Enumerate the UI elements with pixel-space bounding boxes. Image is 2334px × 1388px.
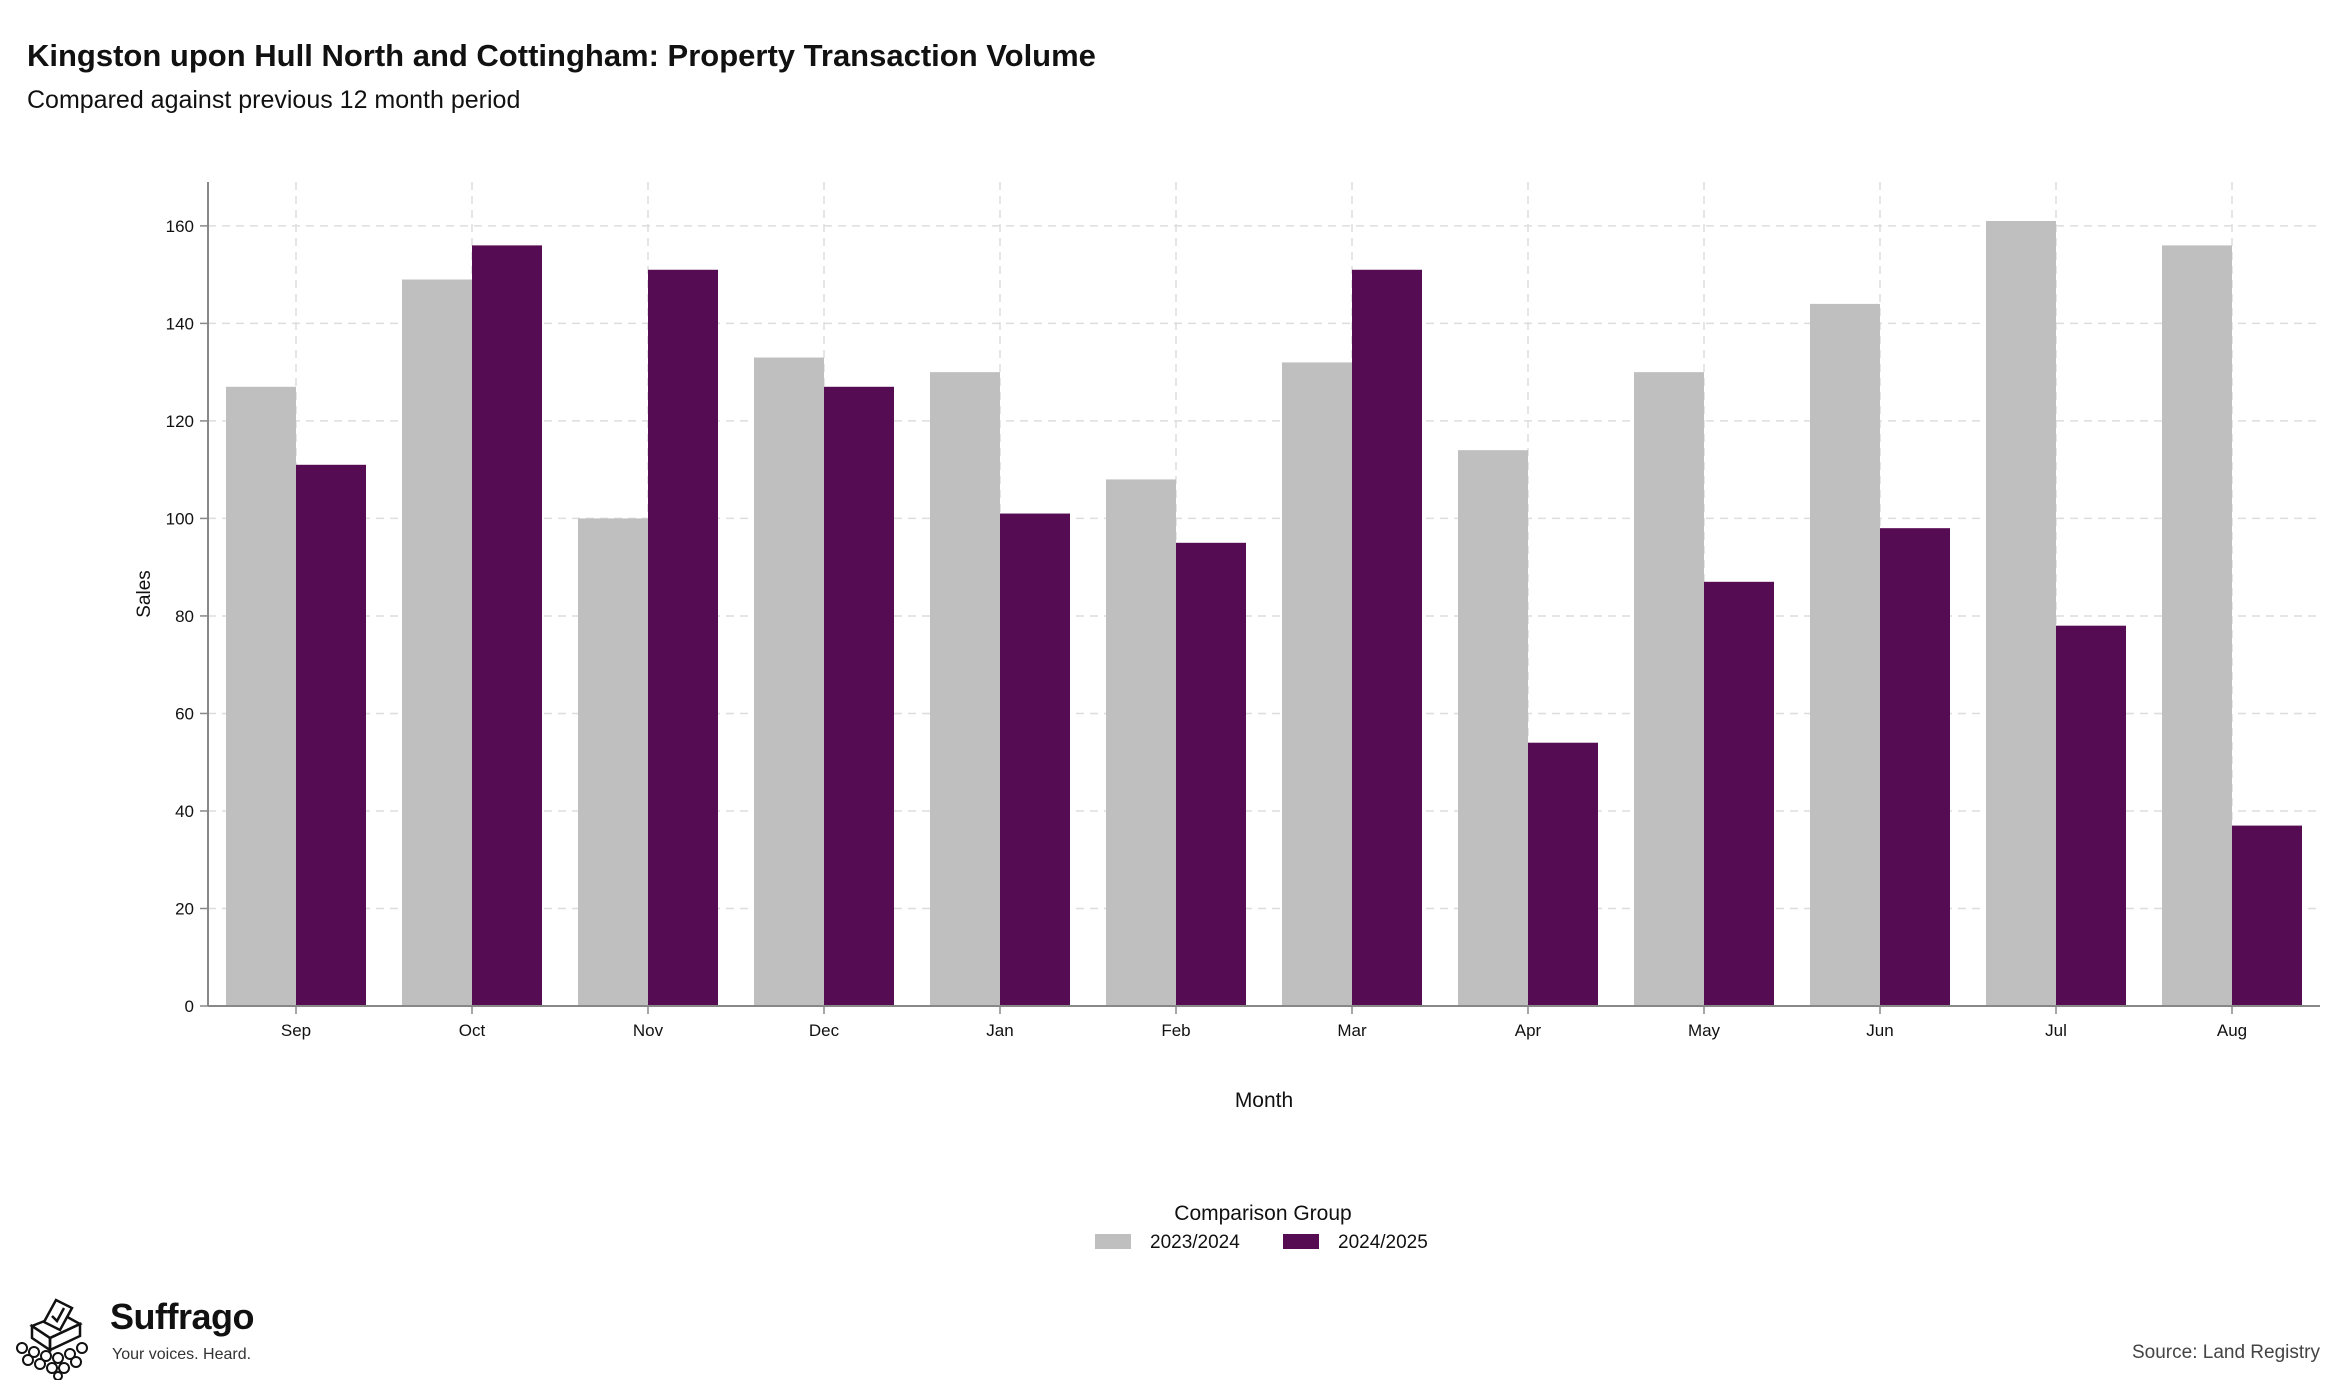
ballot-box-icon [16,1298,88,1380]
bar [402,279,472,1007]
y-tick-label: 100 [166,509,194,528]
bar [472,245,542,1006]
x-tick-label: Nov [633,1021,664,1040]
bar [296,464,366,1006]
bar [1634,372,1704,1007]
x-tick-label: Sep [281,1021,311,1040]
bar [1282,362,1352,1007]
bar [1176,542,1246,1006]
x-tick-label: Jul [2045,1021,2067,1040]
bars-layer [226,221,2302,1007]
x-tick-label: Oct [459,1021,486,1040]
bar [2232,825,2302,1006]
axis-layer: 0 20 40 60 80 100 120 140 160 Sep Oct Nov Dec Jan Feb M… [134,182,2320,1112]
chart-subtitle: Compared against previous 12 month perio… [27,86,521,114]
bar [1000,513,1070,1006]
y-tick-label: 160 [166,217,194,236]
chart-title: Kingston upon Hull North and Cottingham:… [27,38,1096,73]
bar [930,372,1000,1007]
legend-swatch [1095,1234,1131,1249]
source-note: Source: Land Registry [2132,1342,2320,1363]
bar [1810,303,1880,1006]
y-axis-title: Sales [134,570,155,618]
bar [1880,528,1950,1006]
x-tick-label: Aug [2217,1021,2247,1040]
x-tick-label: Apr [1515,1021,1542,1040]
bar [1458,450,1528,1007]
bar [1106,479,1176,1006]
bar [578,518,648,1006]
bar [1704,581,1774,1006]
bar [1352,269,1422,1006]
legend-label: 2024/2025 [1338,1232,1428,1253]
x-tick-label: Dec [809,1021,840,1040]
y-tick-label: 140 [166,314,194,333]
bar [2056,625,2126,1006]
y-tick-label: 80 [175,607,194,626]
bar [226,386,296,1006]
bar [824,386,894,1006]
y-tick-label: 120 [166,412,194,431]
x-tick-label: Jan [986,1021,1013,1040]
brand-name: Suffrago [110,1296,255,1337]
bar [1528,742,1598,1006]
y-tick-label: 20 [175,899,194,918]
legend-label: 2023/2024 [1150,1232,1240,1253]
y-tick-label: 0 [185,997,194,1016]
bar [1986,221,2056,1006]
bar [2162,245,2232,1006]
x-axis-title: Month [1235,1089,1293,1112]
x-tick-label: Jun [1866,1021,1893,1040]
y-tick-label: 40 [175,802,194,821]
legend-layer: Comparison Group 2023/2024 2024/2025 [1095,1202,1428,1253]
suffrago-logo: Suffrago Your voices. Heard. [14,1296,274,1380]
legend-swatch [1283,1234,1319,1249]
legend-title: Comparison Group [1174,1202,1351,1225]
y-tick-label: 60 [175,704,194,723]
x-tick-label: May [1688,1021,1721,1040]
x-tick-label: Feb [1161,1021,1190,1040]
bar [754,357,824,1007]
x-tick-label: Mar [1337,1021,1367,1040]
brand-tagline: Your voices. Heard. [112,1346,252,1363]
bar [648,269,718,1006]
